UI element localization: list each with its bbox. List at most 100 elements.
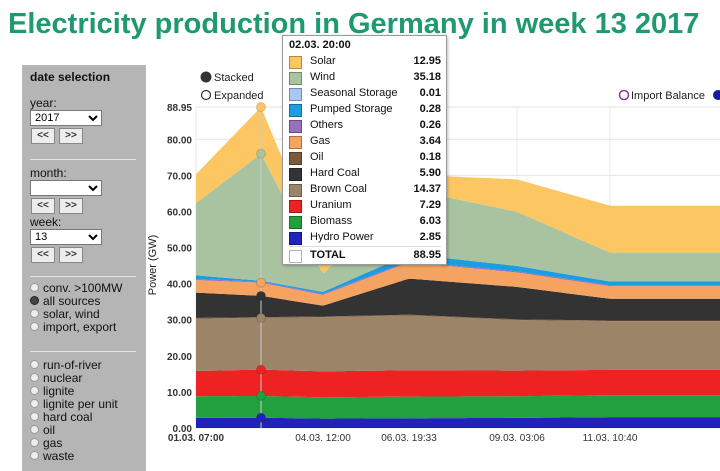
radio-icon[interactable] — [30, 373, 39, 382]
y-tick-label: 30.00 — [167, 316, 192, 327]
stacked-toggle[interactable]: Stacked — [200, 71, 254, 84]
type-option-label: lignite per unit — [43, 397, 118, 411]
source-option[interactable]: import, export — [30, 320, 145, 334]
month-prev-button[interactable]: << — [31, 198, 55, 214]
radio-icon[interactable] — [30, 425, 39, 434]
series-name: Oil — [310, 151, 324, 163]
import-balance-legend[interactable]: Import Balance — [618, 89, 720, 102]
tooltip-divider — [289, 246, 441, 247]
series-value: 2.85 — [419, 231, 441, 243]
series-name: Solar — [310, 55, 336, 67]
import-balance-label: Import Balance — [631, 90, 705, 102]
area-pumped-storage[interactable] — [196, 254, 720, 294]
year-next-button[interactable]: >> — [59, 128, 83, 144]
type-option-label: waste — [43, 449, 75, 463]
radio-icon[interactable] — [30, 399, 39, 408]
area-wind[interactable] — [196, 154, 720, 292]
source-option[interactable]: all sources — [30, 294, 145, 308]
cursor-marker — [256, 148, 266, 159]
y-tick-label: 10.00 — [167, 388, 192, 399]
area-oil[interactable] — [196, 314, 720, 322]
radio-icon[interactable] — [30, 296, 39, 305]
series-value: 0.01 — [419, 87, 441, 99]
radio-icon[interactable] — [30, 438, 39, 447]
series-value: 0.28 — [419, 103, 441, 115]
source-option-label: conv. >100MW — [43, 281, 123, 295]
radio-icon[interactable] — [30, 360, 39, 369]
series-name: Uranium — [310, 199, 352, 211]
expanded-label: Expanded — [214, 90, 264, 102]
type-option[interactable]: nuclear — [30, 371, 145, 385]
area-brown-coal[interactable] — [196, 315, 720, 372]
cursor-marker — [256, 102, 266, 113]
y-tick-label: 88.95 — [167, 103, 192, 114]
week-next-button[interactable]: >> — [59, 247, 83, 263]
series-value: 0.26 — [419, 119, 441, 131]
type-option[interactable]: run-of-river — [30, 358, 145, 372]
date-selection-heading: date selection — [30, 70, 111, 84]
month-label: month: — [30, 166, 67, 180]
radio-icon[interactable] — [30, 386, 39, 395]
month-next-button[interactable]: >> — [59, 198, 83, 214]
series-swatch — [289, 216, 302, 229]
tooltip-row: Wind 35.18 — [289, 70, 441, 85]
month-select[interactable] — [30, 180, 102, 196]
area-hydro-power[interactable] — [196, 417, 720, 428]
series-swatch — [289, 184, 302, 197]
area-solar[interactable] — [196, 107, 720, 274]
source-option[interactable]: conv. >100MW — [30, 281, 145, 295]
tooltip-total-row: TOTAL 88.95 — [289, 248, 441, 263]
type-option[interactable]: oil — [30, 423, 145, 437]
area-gas[interactable] — [196, 262, 720, 306]
source-option-label: solar, wind — [43, 307, 100, 321]
expanded-toggle[interactable]: Expanded — [200, 89, 264, 102]
week-prev-button[interactable]: << — [31, 247, 55, 263]
area-uranium[interactable] — [196, 369, 720, 398]
date-selection-panel: date selection year: 2017 << >> month: <… — [22, 65, 146, 471]
radio-icon[interactable] — [30, 309, 39, 318]
type-option[interactable]: hard coal — [30, 410, 145, 424]
x-tick-label: 06.03. 19:33 — [381, 433, 437, 444]
y-tick-label: 0.00 — [173, 424, 193, 435]
divider — [30, 159, 136, 160]
type-option-label: lignite — [43, 384, 75, 398]
series-swatch — [289, 88, 302, 101]
tooltip-row: Pumped Storage 0.28 — [289, 102, 441, 117]
type-option[interactable]: waste — [30, 449, 145, 463]
radio-icon[interactable] — [30, 283, 39, 292]
y-axis-ticks: 0.00 10.00 20.00 30.00 40.00 50.00 60.00 70.00 8… — [167, 103, 192, 435]
total-value: 88.95 — [413, 249, 441, 261]
radio-icon[interactable] — [30, 322, 39, 331]
series-value: 14.37 — [413, 183, 441, 195]
source-option[interactable]: solar, wind — [30, 307, 145, 321]
import-balance-icon[interactable] — [618, 89, 630, 101]
series-value: 12.95 — [413, 55, 441, 67]
type-option[interactable]: lignite per unit — [30, 397, 145, 411]
series-name: Seasonal Storage — [310, 87, 398, 99]
year-label: year: — [30, 96, 57, 110]
cursor-marker — [256, 277, 266, 288]
production-chart[interactable]: 0.00 10.00 20.00 30.00 40.00 50.00 60.00 70.00 8… — [140, 60, 720, 471]
year-select[interactable]: 2017 — [30, 110, 102, 126]
page-title: Electricity production in Germany in wee… — [8, 8, 700, 40]
series-value: 5.90 — [419, 167, 441, 179]
year-prev-button[interactable]: << — [31, 128, 55, 144]
tooltip-row: Uranium 7.29 — [289, 198, 441, 213]
radio-icon[interactable] — [30, 412, 39, 421]
y-tick-label: 70.00 — [167, 171, 192, 182]
cursor-marker — [256, 290, 266, 301]
stacked-radio-icon[interactable] — [200, 71, 212, 83]
week-select[interactable]: 13 — [30, 229, 102, 245]
next-legend-icon[interactable] — [713, 90, 720, 100]
source-option-label: import, export — [43, 320, 117, 334]
tooltip: 02.03. 20:00 Solar 12.95 Wind 35.18 Seasonal… — [282, 35, 447, 265]
expanded-radio-icon[interactable] — [200, 89, 212, 101]
cursor-marker — [256, 312, 266, 323]
area-hard-coal[interactable] — [196, 278, 720, 321]
type-option[interactable]: lignite — [30, 384, 145, 398]
type-option[interactable]: gas — [30, 436, 145, 450]
radio-icon[interactable] — [30, 451, 39, 460]
type-option-label: hard coal — [43, 410, 93, 424]
area-biomass[interactable] — [196, 395, 720, 419]
tooltip-row: Seasonal Storage 0.01 — [289, 86, 441, 101]
